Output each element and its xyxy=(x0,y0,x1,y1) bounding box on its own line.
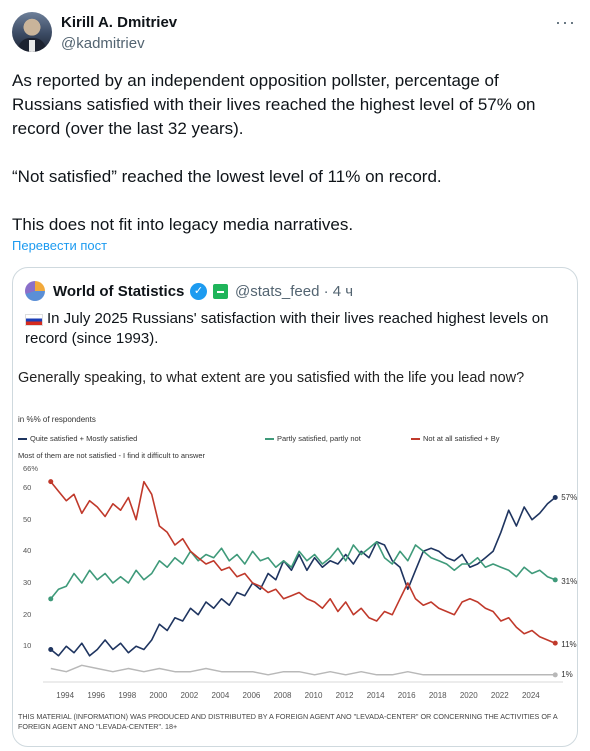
series-end-label: 31% xyxy=(561,576,578,586)
series-line-partly xyxy=(50,541,556,600)
avatar-shirt xyxy=(29,40,35,52)
legend-swatch xyxy=(265,438,274,441)
series-end-point xyxy=(552,640,558,646)
x-tick-label: 1998 xyxy=(118,691,137,700)
y-tick-label: 66% xyxy=(23,464,39,473)
y-tick-label: 20 xyxy=(23,609,32,619)
legend-item-partly: Partly satisfied, partly not xyxy=(265,434,361,443)
chart-plot-area xyxy=(43,479,563,683)
verified-badge-icon: ✓ xyxy=(190,283,207,300)
author-handle[interactable]: @kadmitriev xyxy=(61,35,145,52)
x-tick-label: 2004 xyxy=(211,691,230,700)
x-tick-label: 2002 xyxy=(180,691,199,700)
quoted-handle-time: @stats_feed · 4 ч xyxy=(235,283,354,300)
chart-title: Generally speaking, to what extent are y… xyxy=(18,370,525,386)
more-horizontal-icon[interactable]: ··· xyxy=(555,12,576,32)
series-end-point xyxy=(552,495,558,500)
series-line-satisfied xyxy=(50,496,556,657)
x-tick-label: 1996 xyxy=(87,691,106,700)
y-tick-label: 10 xyxy=(23,641,32,651)
legend-label: Not at all satisfied + By xyxy=(423,434,500,443)
series-start-point xyxy=(48,647,54,652)
y-tick-label: 60 xyxy=(23,483,32,492)
y-tick-label: 40 xyxy=(23,546,32,556)
russia-flag-icon xyxy=(25,314,43,326)
series-end-point xyxy=(552,577,558,583)
affiliate-badge-icon xyxy=(213,284,228,299)
x-tick-label: 2008 xyxy=(273,691,292,700)
x-tick-label: 2022 xyxy=(490,691,509,700)
legend-item-satisfied: Quite satisfied + Mostly satisfied xyxy=(18,434,137,443)
x-tick-label: 2000 xyxy=(149,691,168,700)
chart-unit-note: in %% of respondents xyxy=(18,415,96,424)
series-end-label: 57% xyxy=(561,492,578,502)
quoted-author-avatar xyxy=(25,281,45,301)
series-start-point xyxy=(48,596,54,602)
legend-swatch xyxy=(18,438,27,441)
legend-label: Partly satisfied, partly not xyxy=(277,434,361,443)
series-end-point xyxy=(552,672,558,678)
x-tick-label: 2010 xyxy=(304,691,323,700)
series-end-label: 1% xyxy=(561,669,573,679)
legend-label: Quite satisfied + Mostly satisfied xyxy=(30,434,138,443)
tweet-text: As reported by an independent opposition… xyxy=(12,71,536,234)
x-tick-label: 2006 xyxy=(242,691,261,700)
author-avatar[interactable] xyxy=(12,12,52,52)
series-line-not-satisfied xyxy=(50,480,556,644)
quoted-tweet[interactable]: World of Statistics ✓ @stats_feed · 4 ч … xyxy=(12,267,578,747)
chart-disclaimer: THIS MATERIAL (INFORMATION) WAS PRODUCED… xyxy=(18,712,558,731)
y-tick-label: 50 xyxy=(23,514,32,524)
x-tick-label: 2020 xyxy=(459,691,478,700)
legend-item-difficult: Most of them are not satisfied - I find … xyxy=(18,451,206,460)
y-tick-label: 30 xyxy=(23,578,32,587)
quoted-tweet-text: In July 2025 Russians' satisfaction with… xyxy=(25,310,549,347)
x-tick-label: 2014 xyxy=(366,691,385,700)
chart-image: Generally speaking, to what extent are y… xyxy=(13,360,578,746)
x-tick-label: 2024 xyxy=(521,691,540,700)
x-tick-label: 1994 xyxy=(56,691,75,700)
translate-post-link[interactable]: Перевести пост xyxy=(12,238,108,253)
series-end-label: 11% xyxy=(561,640,577,650)
series-line-difficult xyxy=(50,664,556,676)
legend-item-not-satisfied: Not at all satisfied + By xyxy=(411,434,500,443)
author-name[interactable]: Kirill A. Dmitriev xyxy=(61,14,178,31)
x-tick-label: 2018 xyxy=(428,691,447,700)
series-start-point xyxy=(48,479,54,485)
x-tick-label: 2012 xyxy=(335,691,354,700)
x-tick-label: 2016 xyxy=(397,691,416,700)
legend-swatch xyxy=(411,438,420,441)
quoted-author-name: World of Statistics xyxy=(53,283,185,300)
